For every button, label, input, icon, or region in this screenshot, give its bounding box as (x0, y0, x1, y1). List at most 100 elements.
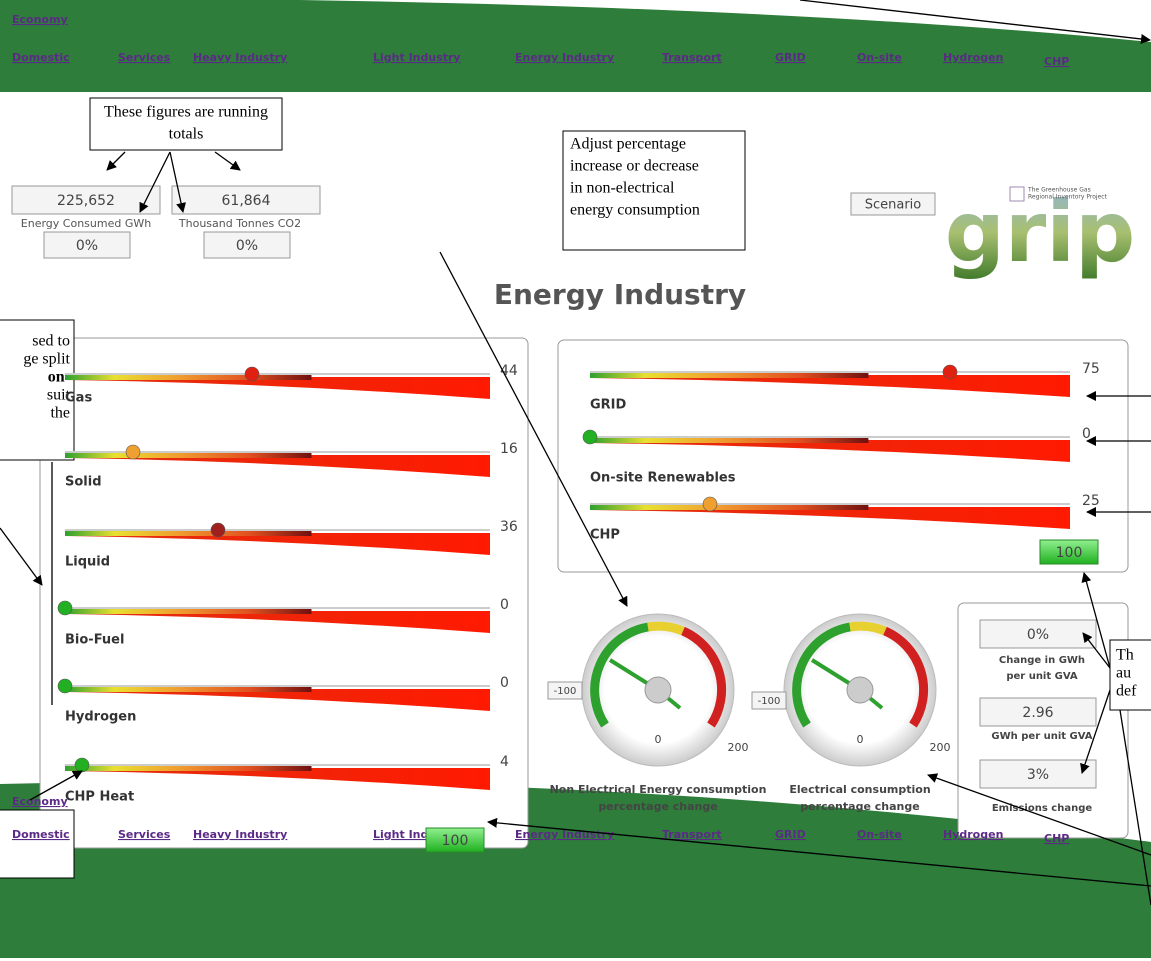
callout-box (89, 97, 283, 151)
nav-link[interactable]: Heavy Industry (193, 51, 287, 64)
gauge-min-box (751, 691, 787, 710)
callout-text: increase or decrease (570, 158, 699, 175)
top-banner (0, 0, 1151, 92)
callout-text: totals (169, 126, 204, 143)
logo: grip (945, 183, 1135, 281)
slider-value: 0 (500, 675, 509, 691)
slider-knob[interactable] (210, 522, 226, 538)
slider-knob[interactable] (57, 600, 73, 616)
change-value: 0% (76, 238, 98, 254)
nav-link[interactable]: Domestic (12, 828, 70, 841)
nav-link[interactable]: GRID (775, 828, 806, 841)
slider-strip (65, 375, 312, 380)
gauge-arc-green (792, 622, 851, 728)
summary-value: 2.96 (1022, 705, 1053, 721)
nav-link[interactable]: Economy (12, 13, 68, 26)
slider-knob[interactable] (244, 366, 260, 382)
gauge-arc-red (681, 626, 727, 728)
slider-value: 36 (500, 519, 518, 535)
gauge-max: 200 (728, 741, 749, 754)
change-value: 0% (236, 238, 258, 254)
slider-wedge (65, 377, 490, 399)
gauge-arc-red (883, 626, 929, 728)
nav-link[interactable]: Domestic (12, 51, 70, 64)
slider-strip (590, 505, 869, 510)
total-value: 100 (1056, 545, 1083, 561)
gauge-min-box (547, 681, 583, 700)
callout-text: the (50, 405, 70, 422)
slider-strip (590, 438, 869, 443)
slider-strip (65, 687, 312, 692)
slider-label: Hydrogen (65, 710, 136, 725)
slider-strip (65, 609, 312, 614)
callout-text: def (1116, 683, 1137, 700)
slider-wedge (65, 611, 490, 633)
gauge-arc-yellow (849, 621, 887, 636)
slider-strip (590, 373, 869, 378)
scenario-button[interactable] (850, 192, 936, 216)
slider-label: Bio-Fuel (65, 633, 124, 648)
summary-label: GWh per unit GVA (991, 731, 1092, 742)
slider-wedge (590, 440, 1070, 462)
nav-link[interactable]: CHP (1044, 55, 1069, 68)
slider-knob[interactable] (125, 444, 141, 460)
slider-label: On-site Renewables (590, 471, 736, 486)
slider-knob[interactable] (74, 757, 90, 773)
nav-link[interactable]: Economy (12, 795, 68, 808)
gauge-caption: Electrical consumption (789, 783, 930, 796)
scenario-label: Scenario (865, 198, 922, 213)
nav-link[interactable]: Light Industry (373, 51, 461, 64)
page-title: Energy Industry (494, 278, 746, 311)
slider-wedge (65, 455, 490, 477)
gauge-caption: percentage change (800, 800, 919, 813)
callout-text: sed to (32, 333, 70, 350)
gauge-hub (846, 676, 874, 704)
summary-value: 3% (1027, 767, 1049, 783)
total-button[interactable] (1039, 539, 1099, 565)
nav-link[interactable]: Energy Industry (515, 51, 614, 64)
gauge-arc-green (590, 622, 649, 728)
total-button[interactable] (425, 827, 485, 853)
gauge-hub (644, 676, 672, 704)
nav-link[interactable]: GRID (775, 51, 806, 64)
change-box (203, 231, 291, 259)
callout-text: au (1116, 665, 1131, 682)
slider-wedge (590, 375, 1070, 397)
change-box (43, 231, 131, 259)
annotation-arrows (0, 0, 1151, 906)
callout-text: in non-electrical (570, 180, 675, 197)
slider-label: CHP Heat (65, 790, 134, 805)
slider-wedge (590, 507, 1070, 529)
gauge-arc-yellow (647, 621, 685, 636)
summary-box (979, 697, 1097, 727)
slider-strip (65, 453, 312, 458)
slider-knob[interactable] (702, 496, 718, 512)
nav-link[interactable]: CHP (1044, 832, 1069, 845)
nav-link[interactable]: Services (118, 828, 171, 841)
slider-value: 16 (500, 441, 518, 457)
total-value: 61,864 (222, 193, 271, 209)
slider-label: CHP (590, 528, 620, 543)
nav-link[interactable]: Hydrogen (943, 828, 1003, 841)
slider-strip (65, 766, 312, 771)
callout-box (562, 130, 746, 251)
slider-knob[interactable] (57, 678, 73, 694)
nav-link[interactable]: Transport (662, 51, 722, 64)
gauge-min: -100 (758, 696, 781, 707)
nav-link[interactable]: Hydrogen (943, 51, 1003, 64)
nav-link[interactable]: On-site (857, 828, 902, 841)
slider-knob[interactable] (582, 429, 598, 445)
slider-label: Solid (65, 475, 102, 490)
gauge-caption: percentage change (598, 800, 717, 813)
nav-link[interactable]: Heavy Industry (193, 828, 287, 841)
callout-text: Adjust percentage (570, 136, 686, 153)
logo-tagline: Regional Inventory Project (1028, 194, 1108, 201)
slider-knob[interactable] (942, 364, 958, 380)
nav-link[interactable]: Services (118, 51, 171, 64)
summary-label: per unit GVA (1006, 671, 1078, 682)
nav-link[interactable]: Transport (662, 828, 722, 841)
nav-link[interactable]: On-site (857, 51, 902, 64)
total-box (11, 185, 161, 215)
callout-text: These figures are running (104, 104, 268, 121)
